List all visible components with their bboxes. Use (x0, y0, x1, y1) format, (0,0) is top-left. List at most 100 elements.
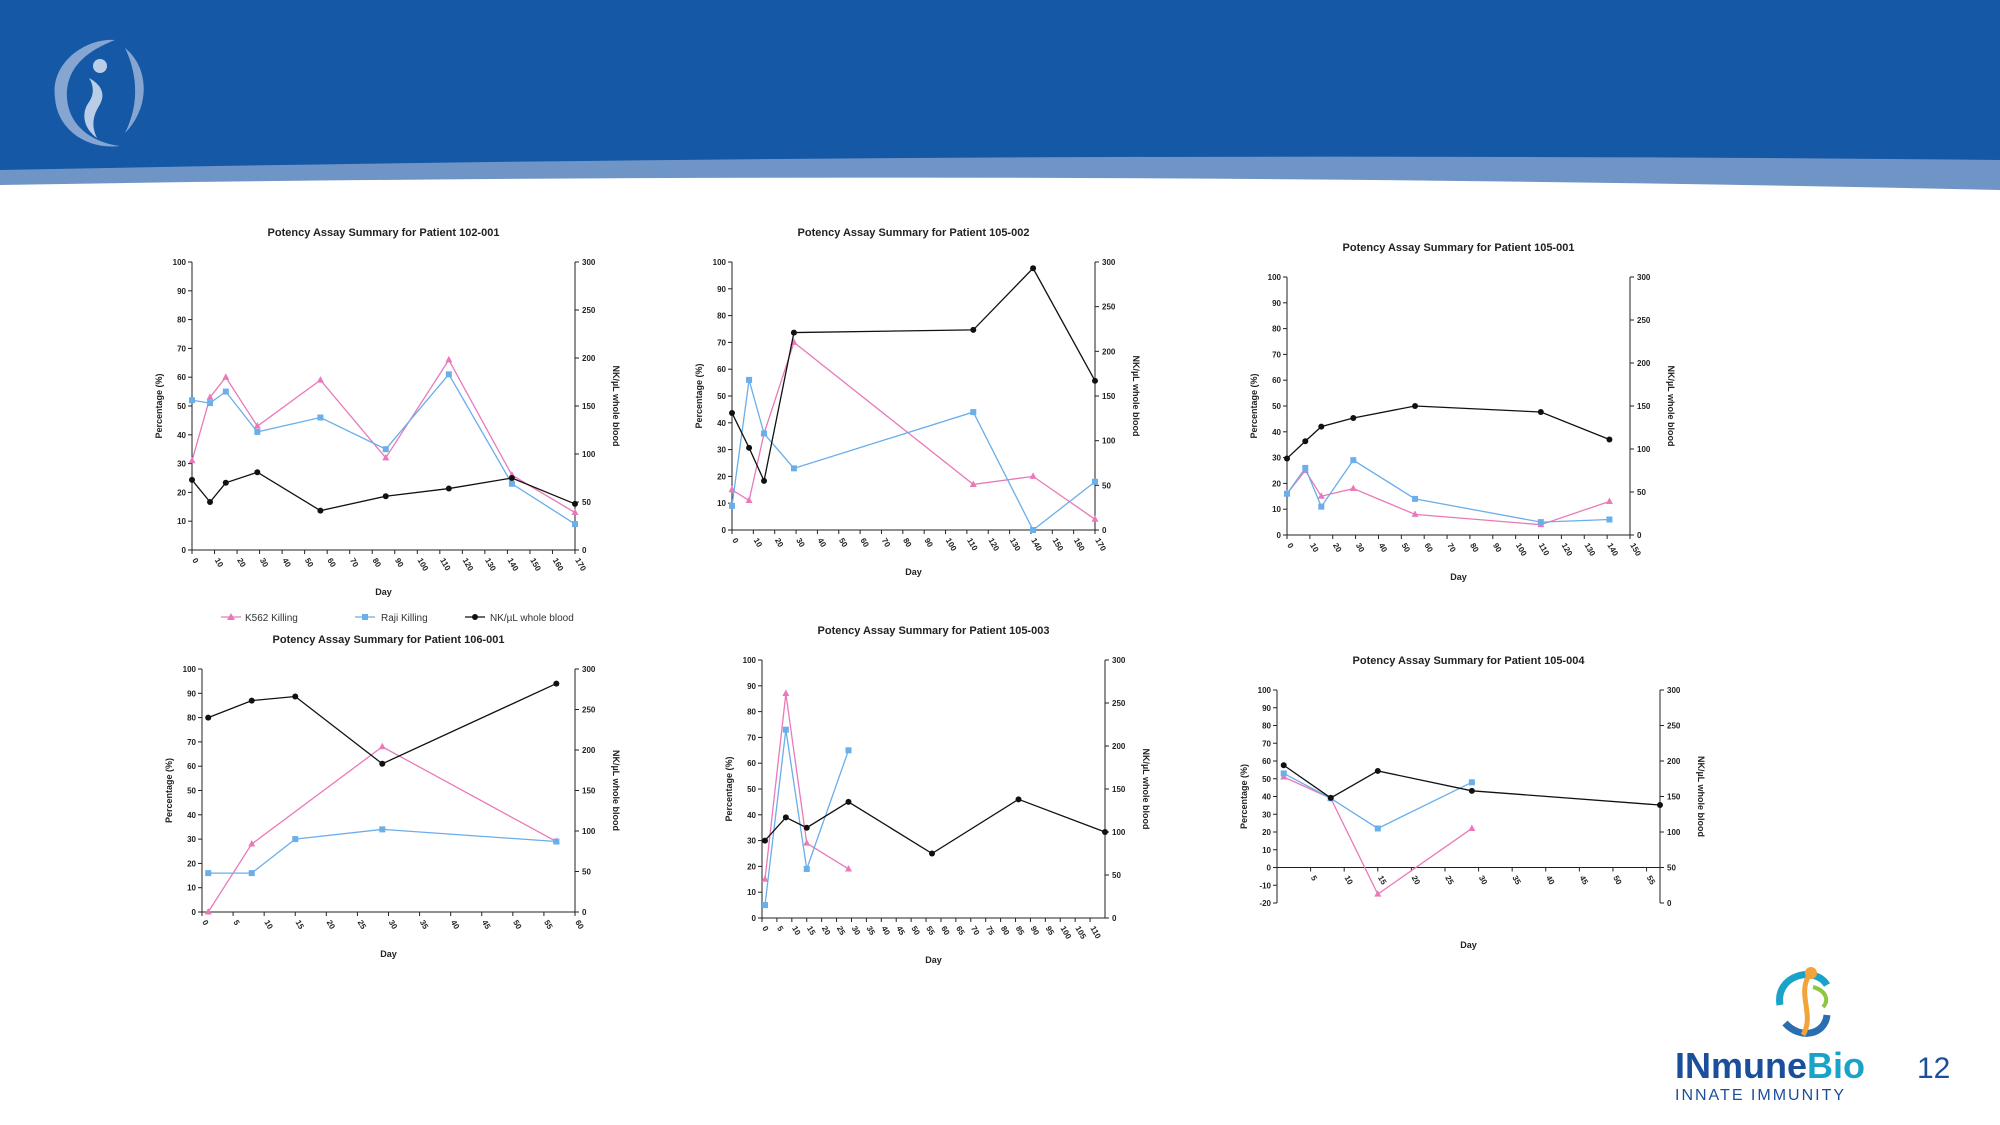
data-point-raji-killing (746, 376, 753, 383)
y2-tick-label: 150 (582, 402, 596, 411)
data-point-nk-l-whole-blood (1030, 265, 1037, 272)
y2-tick-label: 250 (1112, 699, 1126, 708)
y2-tick-label: 100 (1112, 828, 1126, 837)
y-tick-label: 40 (747, 811, 756, 820)
data-point-raji-killing (1280, 770, 1287, 777)
x-tick-label: 90 (393, 557, 406, 570)
y2-axis-label: NK/µL whole blood (611, 750, 621, 831)
data-point-k562-killing (844, 864, 852, 872)
x-tick-label: 30 (794, 537, 807, 550)
data-point-k562-killing (761, 875, 769, 882)
y-tick-label: -20 (1259, 899, 1271, 908)
x-tick-label: 130 (1008, 537, 1023, 554)
data-point-raji-killing (761, 902, 768, 909)
y-tick-label: 30 (187, 835, 196, 844)
data-point-k562-killing (1468, 824, 1476, 831)
y-tick-label: 90 (177, 287, 186, 296)
y-tick-label: 70 (747, 733, 756, 742)
y2-tick-label: 300 (1112, 656, 1126, 665)
x-tick-label: 120 (987, 537, 1002, 554)
data-point-nk-l-whole-blood (317, 507, 324, 514)
data-point-raji-killing (1092, 478, 1098, 485)
x-tick-label: 15 (1376, 874, 1389, 887)
chart-svg: Potency Assay Summary for Patient 106-00… (164, 634, 621, 959)
data-point-nk-l-whole-blood (207, 499, 214, 505)
x-tick-label: 45 (480, 919, 493, 932)
data-point-raji-killing (1374, 825, 1381, 832)
chart-svg: Potency Assay Summary for Patient 105-00… (1249, 242, 1676, 582)
data-point-k562-killing (969, 480, 977, 487)
header-banner (0, 0, 2000, 190)
y-tick-label: 60 (1272, 376, 1281, 385)
y-tick-label: 90 (1272, 299, 1281, 308)
x-axis-label: Day (1460, 940, 1477, 950)
x-tick-label: 100 (416, 557, 431, 574)
x-tick-label: 90 (1491, 542, 1504, 555)
y-tick-label: 30 (177, 460, 186, 469)
chart-title: Potency Assay Summary for Patient 102-00… (268, 227, 500, 239)
y2-tick-label: 300 (582, 665, 596, 674)
y-tick-label: 80 (717, 312, 726, 321)
y-tick-label: 10 (177, 517, 186, 526)
series-line-raji-killing (731, 379, 1096, 531)
y-axis-label: Percentage (%) (1239, 764, 1249, 829)
y-axis-label: Percentage (%) (1249, 373, 1259, 438)
x-tick-label: 45 (894, 925, 907, 938)
data-point-nk-l-whole-blood (189, 476, 195, 483)
x-tick-label: 70 (1445, 542, 1458, 555)
y-tick-label: -10 (1259, 881, 1271, 890)
x-tick-label: 60 (858, 537, 871, 550)
chart-patient-105-002: Potency Assay Summary for Patient 105-00… (680, 220, 1160, 605)
y2-tick-label: 0 (582, 546, 587, 555)
x-tick-label: 30 (1354, 542, 1367, 555)
y2-axis-label: NK/µL whole blood (1131, 355, 1141, 436)
inmunebio-logo: INmuneBio INNATE IMMUNITY (1655, 960, 1925, 1110)
y2-tick-label: 0 (1637, 531, 1642, 540)
y-tick-label: 50 (177, 402, 186, 411)
data-point-nk-l-whole-blood (1302, 438, 1309, 445)
data-point-k562-killing (445, 355, 453, 363)
y-tick-label: 40 (1272, 428, 1281, 437)
y2-tick-label: 250 (1667, 722, 1681, 731)
data-point-k562-killing (1411, 510, 1419, 517)
data-point-raji-killing (1537, 519, 1544, 526)
x-tick-label: 150 (528, 557, 543, 574)
y2-tick-label: 50 (1667, 864, 1676, 873)
x-tick-label: 30 (1477, 874, 1490, 887)
x-tick-label: 160 (551, 557, 566, 574)
y-tick-label: 60 (1262, 757, 1271, 766)
brand-name: INmuneBio (1675, 1045, 1865, 1086)
data-point-raji-killing (1350, 457, 1357, 464)
y-tick-label: 80 (177, 316, 186, 325)
data-point-k562-killing (253, 422, 261, 429)
x-tick-label: 40 (1377, 542, 1390, 555)
y-tick-label: 0 (722, 526, 727, 535)
y2-tick-label: 200 (1637, 359, 1651, 368)
header-band (0, 0, 2000, 170)
x-tick-label: 20 (773, 537, 786, 550)
x-axis-label: Day (905, 567, 922, 577)
series-line-k562-killing (1286, 469, 1610, 526)
y2-tick-label: 200 (582, 746, 596, 755)
y-tick-label: 100 (1268, 273, 1282, 282)
x-tick-label: 75 (984, 925, 997, 938)
data-point-nk-l-whole-blood (382, 493, 389, 500)
x-tick-label: 130 (1583, 542, 1598, 559)
x-tick-label: 85 (1014, 925, 1027, 938)
y-tick-label: 50 (747, 785, 756, 794)
y-tick-label: 90 (187, 689, 196, 698)
data-point-raji-killing (761, 430, 768, 437)
y-tick-label: 20 (717, 472, 726, 481)
x-tick-label: 10 (1342, 874, 1355, 887)
x-tick-label: 170 (1093, 537, 1108, 554)
x-tick-label: 25 (356, 919, 369, 932)
x-tick-label: 70 (348, 557, 361, 570)
y2-tick-label: 50 (1637, 488, 1646, 497)
x-tick-label: 0 (200, 919, 210, 928)
y-tick-label: 60 (717, 365, 726, 374)
chart-patient-106-001: Potency Assay Summary for Patient 106-00… (150, 627, 640, 987)
data-point-raji-killing (970, 409, 977, 416)
data-point-nk-l-whole-blood (572, 500, 578, 507)
page-number: 12 (1917, 1052, 1951, 1085)
y-tick-label: 50 (1272, 402, 1281, 411)
